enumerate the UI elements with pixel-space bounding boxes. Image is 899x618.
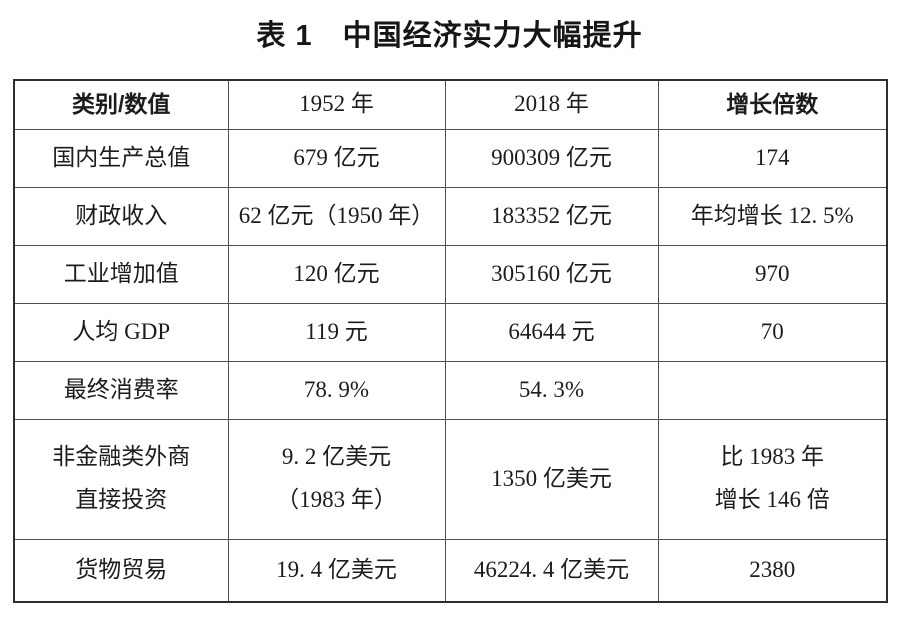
cell-growth: 比 1983 年 增长 146 倍 xyxy=(657,418,888,540)
cell-category: 国内生产总值 xyxy=(13,128,229,188)
header-year-1952: 1952 年 xyxy=(227,79,446,130)
cell-2018: 54. 3% xyxy=(444,360,659,420)
cell-2018: 64644 元 xyxy=(444,302,659,362)
table-row-goods-trade: 货物贸易 19. 4 亿美元 46224. 4 亿美元 2380 xyxy=(13,538,888,603)
table-row-gdp-per-capita: 人均 GDP 119 元 64644 元 70 xyxy=(13,302,888,362)
cell-1952: 19. 4 亿美元 xyxy=(227,538,446,603)
table-title: 表 1 中国经济实力大幅提升 xyxy=(256,20,643,52)
cell-1952: 679 亿元 xyxy=(227,128,446,188)
cell-1952: 62 亿元（1950 年） xyxy=(227,186,446,246)
cell-category: 财政收入 xyxy=(13,186,229,246)
cell-growth: 174 xyxy=(657,128,888,188)
table-row-non-financial-fdi: 非金融类外商 直接投资 9. 2 亿美元 （1983 年） 1350 亿美元 比… xyxy=(13,418,888,540)
cell-growth xyxy=(657,360,888,420)
cell-category: 非金融类外商 直接投资 xyxy=(13,418,229,540)
cell-growth: 970 xyxy=(657,244,888,304)
cell-category: 工业增加值 xyxy=(13,244,229,304)
header-category: 类别/数值 xyxy=(13,79,229,130)
cell-category: 货物贸易 xyxy=(13,538,229,603)
cell-growth: 70 xyxy=(657,302,888,362)
cell-2018: 900309 亿元 xyxy=(444,128,659,188)
table-row-final-consumption-rate: 最终消费率 78. 9% 54. 3% xyxy=(13,360,888,420)
cell-2018: 1350 亿美元 xyxy=(444,418,659,540)
cell-1952: 9. 2 亿美元 （1983 年） xyxy=(227,418,446,540)
economy-table: 类别/数值 1952 年 2018 年 增长倍数 国内生产总值 679 亿元 9… xyxy=(13,79,888,603)
cell-1952: 120 亿元 xyxy=(227,244,446,304)
header-growth-multiple: 增长倍数 xyxy=(657,79,888,130)
cell-1952: 78. 9% xyxy=(227,360,446,420)
table-row-fiscal-revenue: 财政收入 62 亿元（1950 年） 183352 亿元 年均增长 12. 5% xyxy=(13,186,888,246)
cell-category: 最终消费率 xyxy=(13,360,229,420)
cell-2018: 183352 亿元 xyxy=(444,186,659,246)
cell-2018: 46224. 4 亿美元 xyxy=(444,538,659,603)
table-row-industrial-added-value: 工业增加值 120 亿元 305160 亿元 970 xyxy=(13,244,888,304)
table-row-gdp: 国内生产总值 679 亿元 900309 亿元 174 xyxy=(13,128,888,188)
cell-category: 人均 GDP xyxy=(13,302,229,362)
cell-1952: 119 元 xyxy=(227,302,446,362)
cell-growth: 2380 xyxy=(657,538,888,603)
header-year-2018: 2018 年 xyxy=(444,79,659,130)
cell-growth: 年均增长 12. 5% xyxy=(657,186,888,246)
header-row: 类别/数值 1952 年 2018 年 增长倍数 xyxy=(13,79,888,130)
cell-2018: 305160 亿元 xyxy=(444,244,659,304)
